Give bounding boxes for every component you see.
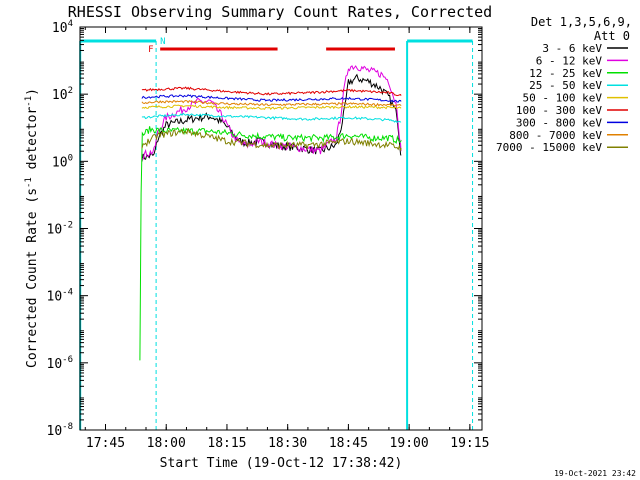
y-tick-label: 100 xyxy=(52,153,73,170)
series-line-300-800-kev xyxy=(141,94,402,103)
x-tick-label: 18:00 xyxy=(147,436,186,451)
x-tick-label: 19:15 xyxy=(450,436,489,451)
flare-marker-label: F xyxy=(148,45,153,55)
x-tick-label: 17:45 xyxy=(86,436,125,451)
x-tick-label: 18:30 xyxy=(268,436,307,451)
y-axis-label: Corrected Count Rate (s-1 detector-1) xyxy=(24,88,40,368)
legend-label: 50 - 100 keV xyxy=(523,92,603,105)
y-tick-label: 102 xyxy=(52,86,73,103)
legend-label: 3 - 6 keV xyxy=(542,42,602,55)
y-axis: 104 102 100 10-2 10-4 10-6 10-8 xyxy=(47,19,482,439)
series-line-6-12-kev xyxy=(141,65,402,160)
x-axis: 17:45 18:00 18:15 18:30 18:45 19:00 19:15 xyxy=(84,27,489,451)
chart-title: RHESSI Observing Summary Count Rates, Co… xyxy=(68,3,492,21)
y-tick-label: 10-6 xyxy=(47,355,74,372)
series-line-7000-15000-kev xyxy=(141,128,402,151)
legend-label: 6 - 12 keV xyxy=(536,54,603,67)
series-line-3-6-kev xyxy=(141,73,402,162)
legend-label: 100 - 300 keV xyxy=(516,104,602,117)
legend-label: 25 - 50 keV xyxy=(529,79,602,92)
series-line-100-300-kev xyxy=(141,86,402,97)
night-marker-label: N xyxy=(160,37,165,47)
plot-area: NF xyxy=(79,37,474,430)
legend-label: 800 - 7000 keV xyxy=(509,129,602,142)
y-tick-label: 10-8 xyxy=(47,422,74,439)
series-line-50-100-kev xyxy=(141,104,402,110)
legend-label: 300 - 800 keV xyxy=(516,116,602,129)
footer-date: 19-Oct-2021 23:42 xyxy=(554,469,636,478)
series-line-25-50-kev xyxy=(141,112,402,124)
legend-label: 7000 - 15000 keV xyxy=(496,141,602,154)
legend-header-line-2: Att 0 xyxy=(594,29,630,43)
x-tick-label: 19:00 xyxy=(390,436,429,451)
x-tick-label: 18:45 xyxy=(329,436,368,451)
series-line-800-7000-kev xyxy=(141,99,402,107)
legend-label: 12 - 25 keV xyxy=(529,67,602,80)
series-line-12-25-kev xyxy=(139,126,402,361)
legend-header-line-1: Det 1,3,5,6,9, xyxy=(531,15,632,29)
y-tick-label: 10-2 xyxy=(47,221,74,238)
y-tick-label: 104 xyxy=(52,19,73,36)
x-tick-label: 18:15 xyxy=(207,436,246,451)
y-tick-label: 10-4 xyxy=(47,288,74,305)
x-axis-label: Start Time (19-Oct-12 17:38:42) xyxy=(160,456,403,471)
